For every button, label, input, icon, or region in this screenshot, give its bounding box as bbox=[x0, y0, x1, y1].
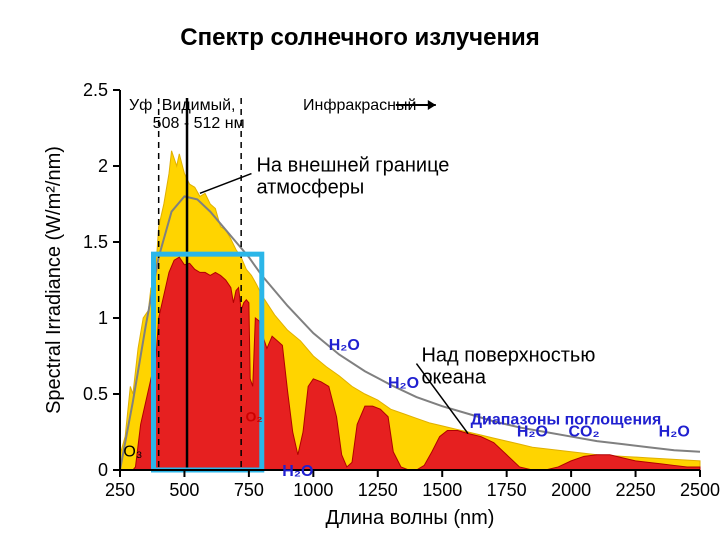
absorption-label-7: H₂O bbox=[659, 424, 690, 441]
y-tick-label: 0 bbox=[98, 460, 108, 480]
x-tick-label: 500 bbox=[169, 480, 199, 500]
y-tick-label: 0.5 bbox=[83, 384, 108, 404]
x-tick-label: 2250 bbox=[616, 480, 656, 500]
visible-label: Видимый, bbox=[162, 97, 236, 114]
absorption-label-3: H₂O bbox=[329, 337, 360, 354]
absorption-label-1: O₂ bbox=[245, 408, 262, 424]
atmo-annotation-2: атмосферы bbox=[256, 177, 364, 199]
absorption-label-4: H₂O bbox=[388, 375, 419, 392]
x-tick-label: 2000 bbox=[551, 480, 591, 500]
absorption-label-0: O₃ bbox=[123, 443, 142, 460]
x-axis-label: Длина волны (nm) bbox=[326, 507, 495, 529]
y-tick-label: 1 bbox=[98, 308, 108, 328]
x-tick-label: 1500 bbox=[422, 480, 462, 500]
x-tick-label: 1000 bbox=[293, 480, 333, 500]
x-tick-label: 250 bbox=[105, 480, 135, 500]
y-tick-label: 2 bbox=[98, 156, 108, 176]
sea-annotation-2: океана bbox=[421, 367, 486, 389]
y-tick-label: 2.5 bbox=[83, 80, 108, 100]
sea-annotation-1: Над поверхностью bbox=[421, 345, 595, 367]
absorption-label-2: H₂O bbox=[282, 463, 313, 480]
x-tick-label: 1750 bbox=[487, 480, 527, 500]
x-tick-label: 2500 bbox=[680, 480, 720, 500]
x-tick-label: 750 bbox=[234, 480, 264, 500]
band-text: 508 - 512 нм bbox=[153, 115, 245, 132]
uv-label: Уф bbox=[129, 97, 152, 114]
chart-title: Спектр солнечного излучения bbox=[180, 24, 539, 51]
x-tick-label: 1250 bbox=[358, 480, 398, 500]
y-tick-label: 1.5 bbox=[83, 232, 108, 252]
atmo-annotation-1: На внешней границе bbox=[256, 155, 449, 177]
y-axis-label: Spectral Irradiance (W/m²/nm) bbox=[43, 146, 65, 414]
absorption-band-label: Диапазоны поглощения bbox=[471, 411, 662, 428]
